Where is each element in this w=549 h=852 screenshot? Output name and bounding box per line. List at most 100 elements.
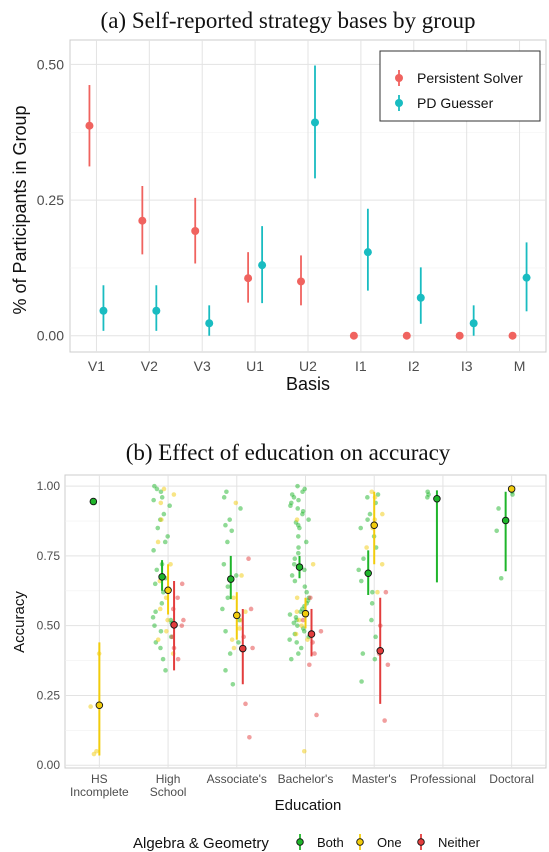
panel-a: (a) Self-reported strategy bases by grou… [10, 8, 547, 394]
legend-key-point [417, 838, 425, 846]
sample-point [306, 517, 311, 522]
x-tick-label: Bachelor's [278, 772, 334, 786]
sample-point [223, 628, 228, 634]
x-tick-label: Associate's [207, 772, 267, 786]
sample-point [230, 681, 236, 687]
sample-point [159, 495, 165, 500]
sample-point [308, 595, 313, 601]
y-tick-label: 0.50 [37, 56, 64, 72]
data-point [258, 261, 267, 270]
mean-point [501, 516, 510, 525]
sample-point [359, 679, 364, 684]
sample-point [223, 668, 228, 673]
y-tick-label: 1.00 [37, 479, 61, 493]
sample-point [291, 620, 297, 626]
sample-point [160, 656, 166, 662]
sample-point [239, 573, 244, 578]
x-tick-label: V2 [141, 358, 158, 374]
x-tick-label: U1 [246, 358, 264, 374]
legend-label: One [377, 835, 402, 850]
sample-point [318, 628, 324, 634]
legend-label: Neither [438, 835, 481, 850]
sample-point [364, 545, 369, 550]
mean-point [95, 701, 104, 709]
sample-point [171, 492, 177, 497]
mean-point [433, 494, 441, 503]
sample-point [158, 645, 163, 651]
sample-point [292, 556, 298, 562]
chart-a-legend: Persistent Solver PD Guesser [379, 50, 541, 122]
sample-point [153, 609, 158, 615]
sample-point [91, 751, 97, 757]
chart-a-marks [85, 65, 531, 340]
legend-key-point [395, 99, 403, 107]
sample-point [163, 668, 168, 673]
sample-point [380, 511, 385, 517]
sample-point [302, 584, 308, 589]
chart-b-x-ticks: HS Incomplete High School Associate's Bachelo… [70, 772, 534, 799]
sample-point [297, 525, 302, 531]
sample-point [220, 606, 225, 612]
sample-point [161, 511, 167, 517]
sample-point [295, 550, 301, 556]
data-point [416, 293, 425, 302]
data-point [244, 274, 253, 283]
sample-point [236, 640, 241, 645]
sample-point [155, 637, 161, 642]
legend-key-point [356, 838, 364, 846]
sample-point [155, 539, 161, 545]
sample-point [303, 539, 309, 545]
sample-point [369, 601, 375, 606]
sample-point [161, 486, 167, 492]
y-tick-label: 0.25 [37, 688, 61, 702]
sample-point [225, 539, 230, 545]
x-tick-label: M [514, 358, 526, 374]
y-tick-label: 0.75 [37, 549, 61, 563]
mean-point [239, 644, 247, 653]
sample-point [300, 617, 306, 623]
sample-point [294, 609, 300, 615]
data-point [205, 319, 214, 328]
data-point [455, 331, 464, 340]
chart-a-x-axis-label: Basis [286, 374, 330, 394]
sample-point [312, 651, 317, 656]
sample-point [250, 645, 255, 651]
x-tick-label: V3 [194, 358, 211, 374]
mean-point [301, 609, 310, 618]
sample-point [298, 609, 303, 615]
sample-point [293, 631, 299, 637]
data-point [349, 331, 358, 340]
sample-point [243, 701, 248, 707]
sample-point [165, 617, 170, 623]
x-tick-label-line: Doctoral [489, 772, 534, 786]
x-tick-label: Master's [352, 772, 397, 786]
sample-point [300, 511, 305, 517]
sample-point [246, 556, 251, 562]
sample-point [159, 517, 164, 522]
sample-point [369, 489, 375, 495]
sample-point [359, 578, 364, 584]
x-tick-label: V1 [88, 358, 105, 374]
chart-b-y-ticks: 0.00 0.25 0.50 0.75 1.00 [37, 479, 61, 772]
chart-a-y-ticks: 0.00 0.25 0.50 [37, 56, 64, 343]
sample-point [310, 561, 316, 567]
mean-point [227, 575, 235, 583]
mean-point [307, 630, 316, 638]
sample-point [243, 609, 248, 615]
sample-point [300, 489, 305, 495]
sample-point [288, 656, 294, 662]
sample-point [157, 606, 163, 612]
sample-point [356, 567, 362, 573]
sample-point [150, 615, 156, 620]
sample-point [167, 503, 172, 508]
mean-point [295, 563, 304, 571]
sample-point [233, 573, 239, 578]
data-point [363, 248, 372, 257]
panel-b: (b) Effect of education on accuracy 0.00… [11, 440, 547, 852]
sample-point [301, 748, 307, 754]
sample-point [296, 651, 301, 656]
sample-point [291, 561, 297, 567]
x-tick-label-line: Associate's [207, 772, 267, 786]
sample-point [154, 567, 160, 573]
